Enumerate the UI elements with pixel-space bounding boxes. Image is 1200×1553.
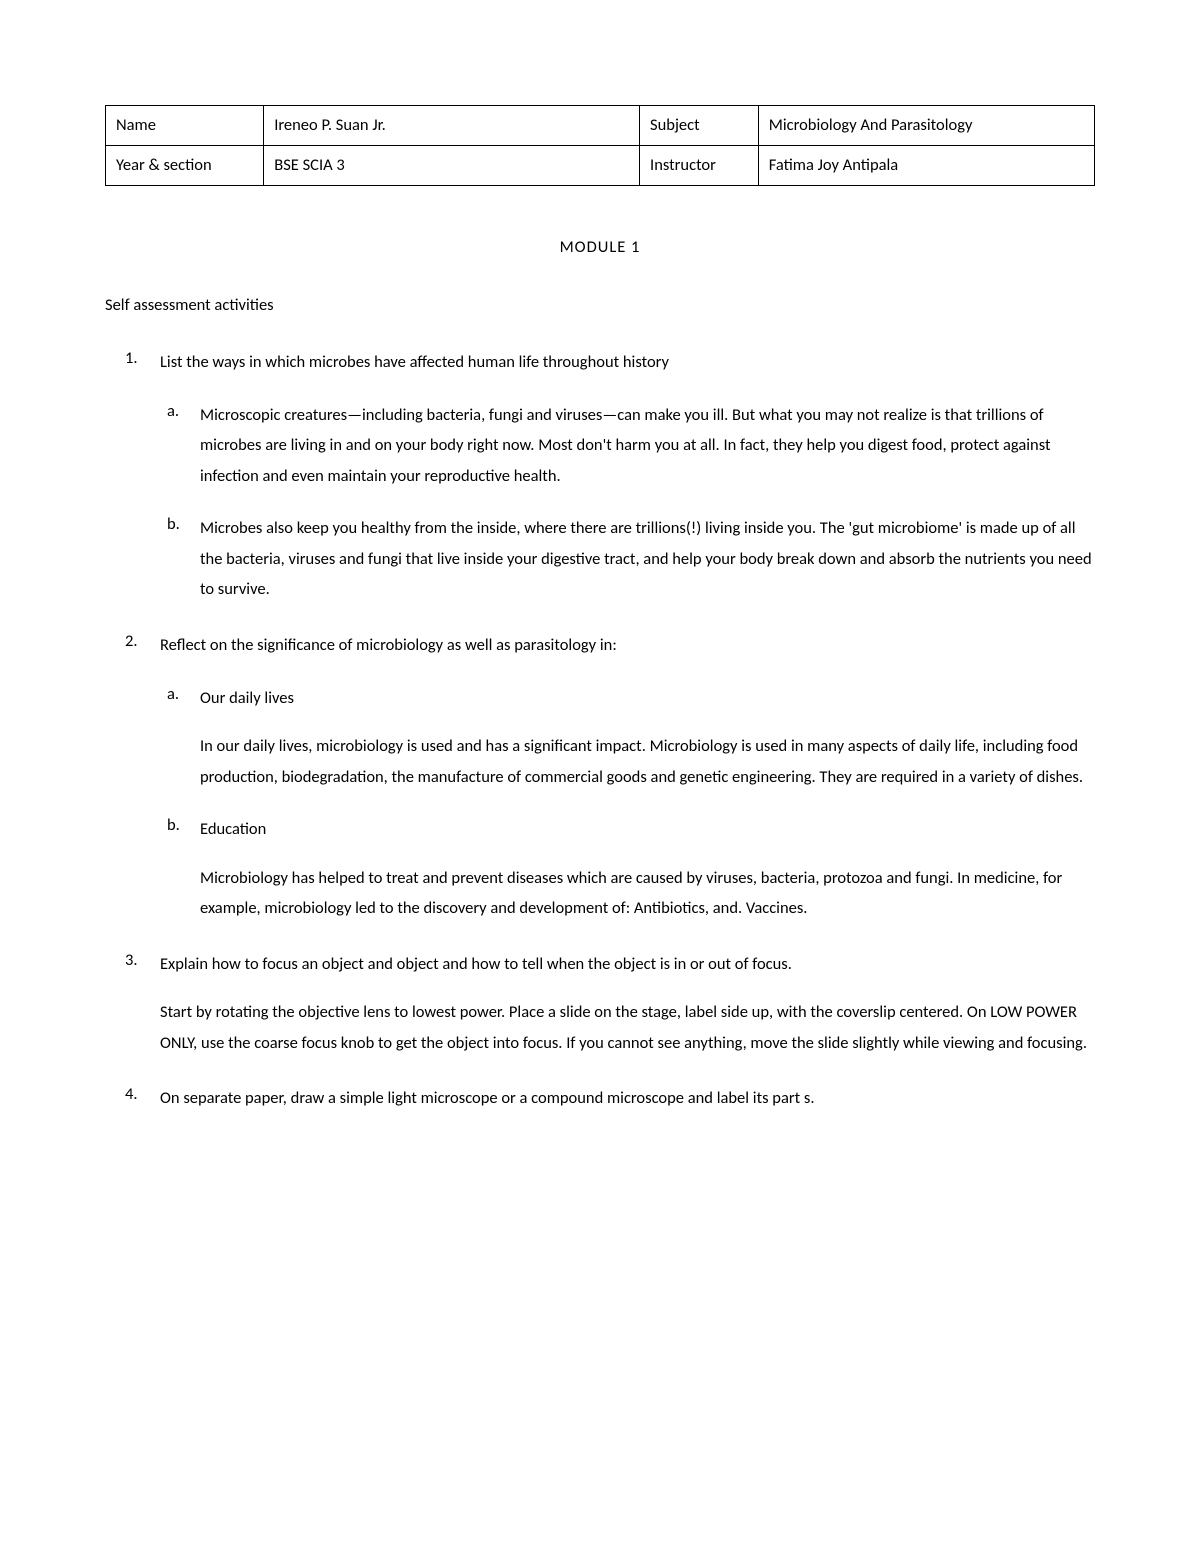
answer-item-b: Education Microbiology has helped to tre… bbox=[200, 814, 1095, 924]
answer-text: Microscopic creatures—including bacteria… bbox=[200, 400, 1095, 492]
module-title: MODULE 1 bbox=[105, 236, 1095, 259]
table-row: Name Ireneo P. Suan Jr. Subject Microbio… bbox=[106, 106, 1095, 146]
table-row: Year & section BSE SCIA 3 Instructor Fat… bbox=[106, 146, 1095, 186]
answer-label: Education bbox=[200, 814, 1095, 845]
value-year-section: BSE SCIA 3 bbox=[264, 146, 640, 186]
value-name: Ireneo P. Suan Jr. bbox=[264, 106, 640, 146]
answer-text: Microbes also keep you healthy from the … bbox=[200, 513, 1095, 605]
value-instructor: Fatima Joy Antipala bbox=[758, 146, 1094, 186]
label-year-section: Year & section bbox=[106, 146, 264, 186]
answer-item-a: Our daily lives In our daily lives, micr… bbox=[200, 683, 1095, 793]
answer-sublist: Our daily lives In our daily lives, micr… bbox=[160, 683, 1095, 924]
question-text: List the ways in which microbes have aff… bbox=[160, 347, 1095, 378]
answer-label: Our daily lives bbox=[200, 683, 1095, 714]
answer-text: Microbiology has helped to treat and pre… bbox=[200, 863, 1095, 924]
question-text: On separate paper, draw a simple light m… bbox=[160, 1083, 1095, 1114]
question-item-4: On separate paper, draw a simple light m… bbox=[160, 1083, 1095, 1114]
header-info-table: Name Ireneo P. Suan Jr. Subject Microbio… bbox=[105, 105, 1095, 186]
answer-item-b: Microbes also keep you healthy from the … bbox=[200, 513, 1095, 605]
question-item-1: List the ways in which microbes have aff… bbox=[160, 347, 1095, 605]
label-subject: Subject bbox=[640, 106, 759, 146]
value-subject: Microbiology And Parasitology bbox=[758, 106, 1094, 146]
question-list: List the ways in which microbes have aff… bbox=[105, 347, 1095, 1113]
answer-item-a: Microscopic creatures—including bacteria… bbox=[200, 400, 1095, 492]
question-text: Explain how to focus an object and objec… bbox=[160, 949, 1095, 980]
question-item-3: Explain how to focus an object and objec… bbox=[160, 949, 1095, 1059]
section-heading: Self assessment activities bbox=[105, 294, 1095, 317]
answer-text: In our daily lives, microbiology is used… bbox=[200, 731, 1095, 792]
label-instructor: Instructor bbox=[640, 146, 759, 186]
question-text: Reflect on the significance of microbiol… bbox=[160, 630, 1095, 661]
answer-text: Start by rotating the objective lens to … bbox=[160, 997, 1095, 1058]
label-name: Name bbox=[106, 106, 264, 146]
answer-sublist: Microscopic creatures—including bacteria… bbox=[160, 400, 1095, 605]
question-item-2: Reflect on the significance of microbiol… bbox=[160, 630, 1095, 924]
